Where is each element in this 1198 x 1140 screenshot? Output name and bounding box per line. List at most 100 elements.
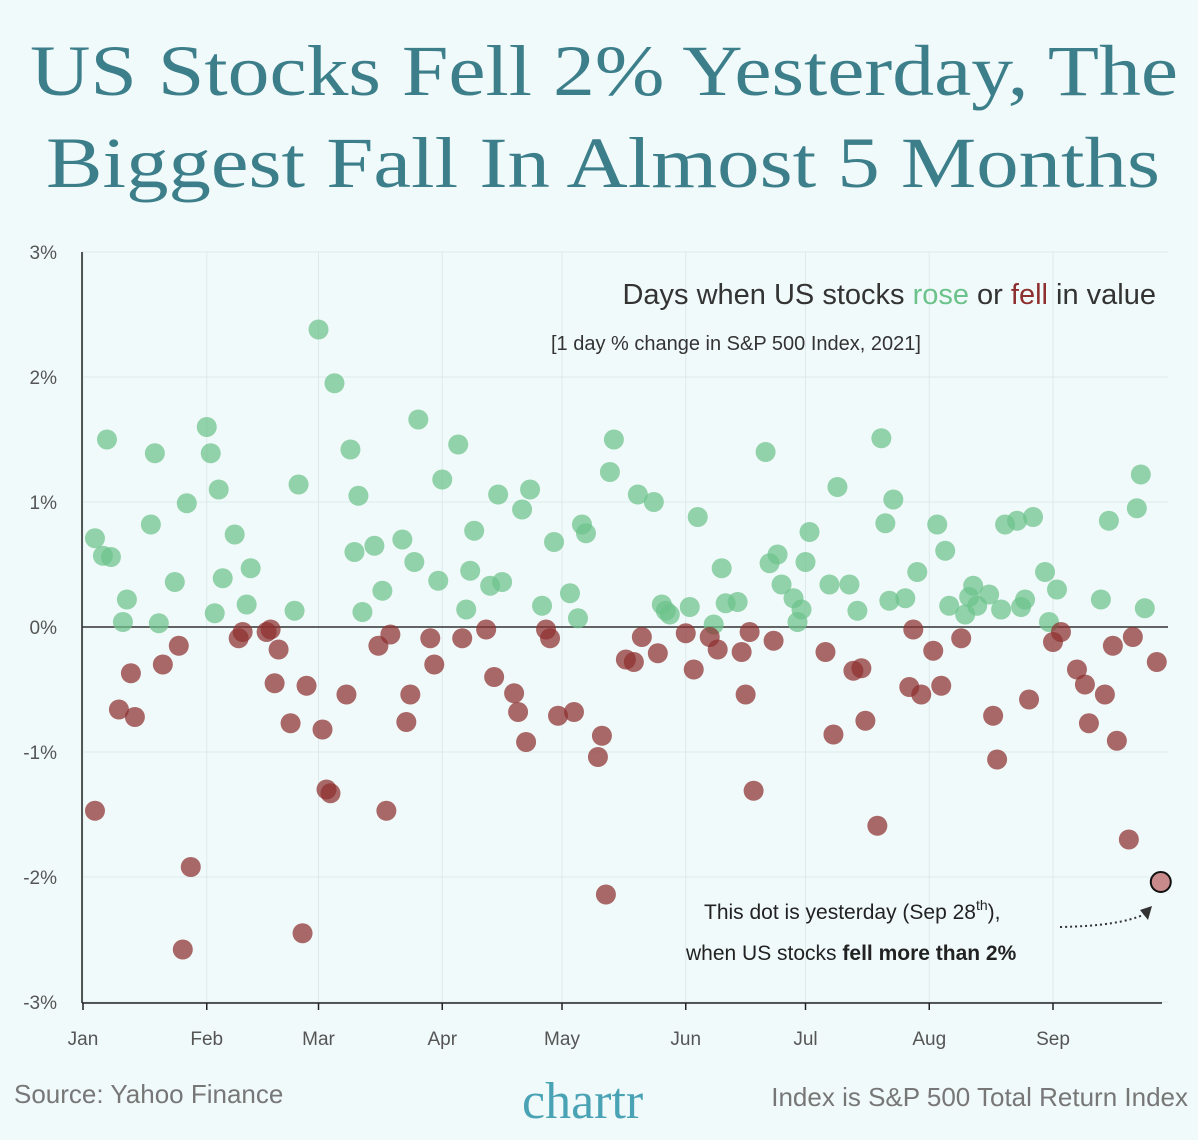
rose-point: [599, 462, 620, 482]
fell-point: [595, 884, 616, 905]
rose-point: [939, 595, 960, 616]
y-tick-label: -2%: [23, 868, 57, 889]
fell-point: [587, 747, 608, 767]
rose-point: [464, 520, 485, 541]
rose-point: [1126, 498, 1147, 519]
rose-point: [839, 574, 860, 595]
fell-point: [172, 939, 193, 960]
fell-point: [168, 635, 189, 656]
x-tick-label: Sep: [1036, 1029, 1070, 1050]
rose-point: [176, 493, 197, 514]
rose-point: [755, 442, 776, 462]
fell-point: [731, 642, 752, 662]
fell-point: [855, 710, 876, 731]
rose-point: [84, 528, 105, 549]
fell-point: [1102, 635, 1123, 656]
fell-point: [815, 642, 836, 662]
fell-point: [484, 667, 505, 687]
fell-point: [903, 619, 924, 640]
fell-point: [396, 712, 417, 732]
fell-point: [400, 684, 421, 705]
y-tick-label: -3%: [23, 993, 57, 1014]
fell-point: [296, 675, 317, 696]
rose-point: [352, 602, 373, 622]
fell-point: [232, 622, 253, 642]
fell-point: [951, 628, 972, 649]
fell-point: [1078, 713, 1099, 734]
fell-point: [823, 724, 844, 745]
rose-point: [148, 613, 169, 634]
fell-point: [707, 639, 728, 660]
fell-point: [504, 683, 525, 704]
rose-point: [1130, 464, 1151, 485]
rose-point: [819, 574, 840, 595]
rose-point: [112, 612, 133, 632]
fell-point: [280, 713, 301, 734]
rose-point: [488, 484, 509, 505]
title-line-2: Biggest Fall In Almost 5 Months: [46, 123, 1160, 203]
rose-point: [288, 474, 309, 495]
rose-point: [96, 429, 117, 450]
fell-point: [675, 623, 696, 644]
x-axis-ticks: Jan Feb Mar Apr May Jun Jul Aug Sep: [68, 1003, 1070, 1050]
x-tick-label: Jul: [793, 1029, 817, 1050]
rose-point: [140, 514, 161, 535]
fell-point: [268, 639, 289, 660]
fell-point: [320, 783, 341, 804]
fell-point: [108, 699, 129, 720]
rose-point: [799, 522, 820, 542]
fell-point: [1074, 674, 1095, 695]
rose-point: [532, 595, 553, 616]
rose-point: [372, 580, 393, 601]
fell-point: [180, 857, 201, 877]
fell-point: [152, 654, 173, 675]
y-tick-label: 2%: [30, 368, 58, 389]
fell-point: [84, 800, 105, 821]
rose-point: [627, 484, 648, 505]
rose-point: [559, 583, 580, 604]
rose-point: [1134, 598, 1155, 619]
fell-point: [452, 628, 473, 649]
fell-point: [987, 749, 1008, 770]
rose-point: [883, 489, 904, 510]
fell-point: [476, 619, 497, 640]
rose-point: [308, 319, 329, 340]
rose-point: [200, 443, 221, 464]
rose-point: [991, 599, 1012, 620]
y-tick-label: 0%: [30, 618, 58, 639]
rose-point: [575, 523, 596, 544]
fell-point: [1146, 652, 1167, 672]
fell-point: [508, 702, 529, 722]
fell-point: [1019, 689, 1040, 710]
rose-point: [544, 532, 565, 552]
rose-point: [687, 507, 708, 527]
rose-point: [432, 469, 453, 490]
y-tick-label: -1%: [23, 743, 57, 764]
fell-point: [424, 654, 445, 675]
rose-point: [492, 572, 513, 592]
fell-point: [1122, 627, 1143, 647]
rose-point: [100, 547, 121, 567]
fell-point: [1106, 730, 1127, 751]
x-tick-label: Apr: [427, 1029, 457, 1050]
chartr-logo: chartr: [522, 1073, 643, 1130]
rose-point: [324, 373, 345, 394]
fell-point: [1050, 622, 1071, 642]
rose-point: [208, 479, 229, 500]
fell-point: [591, 725, 612, 746]
x-tick-label: Aug: [912, 1029, 946, 1050]
rose-point: [448, 434, 469, 455]
rose-point: [404, 552, 425, 572]
rose-point: [520, 479, 541, 500]
rose-point: [1007, 510, 1028, 531]
rose-point: [791, 599, 812, 620]
rose-point: [771, 574, 792, 595]
rose-point: [935, 540, 956, 561]
annotation-arrowhead: [1140, 906, 1152, 920]
annotation-line-1: This dot is yesterday (Sep 28th),: [704, 897, 1000, 924]
rose-point: [164, 572, 185, 592]
chart-subtitle: Days when US stocks rose or fell in valu…: [622, 279, 1156, 311]
x-tick-label: Jan: [68, 1029, 99, 1050]
rose-point: [456, 599, 477, 620]
fell-point: [292, 923, 313, 944]
